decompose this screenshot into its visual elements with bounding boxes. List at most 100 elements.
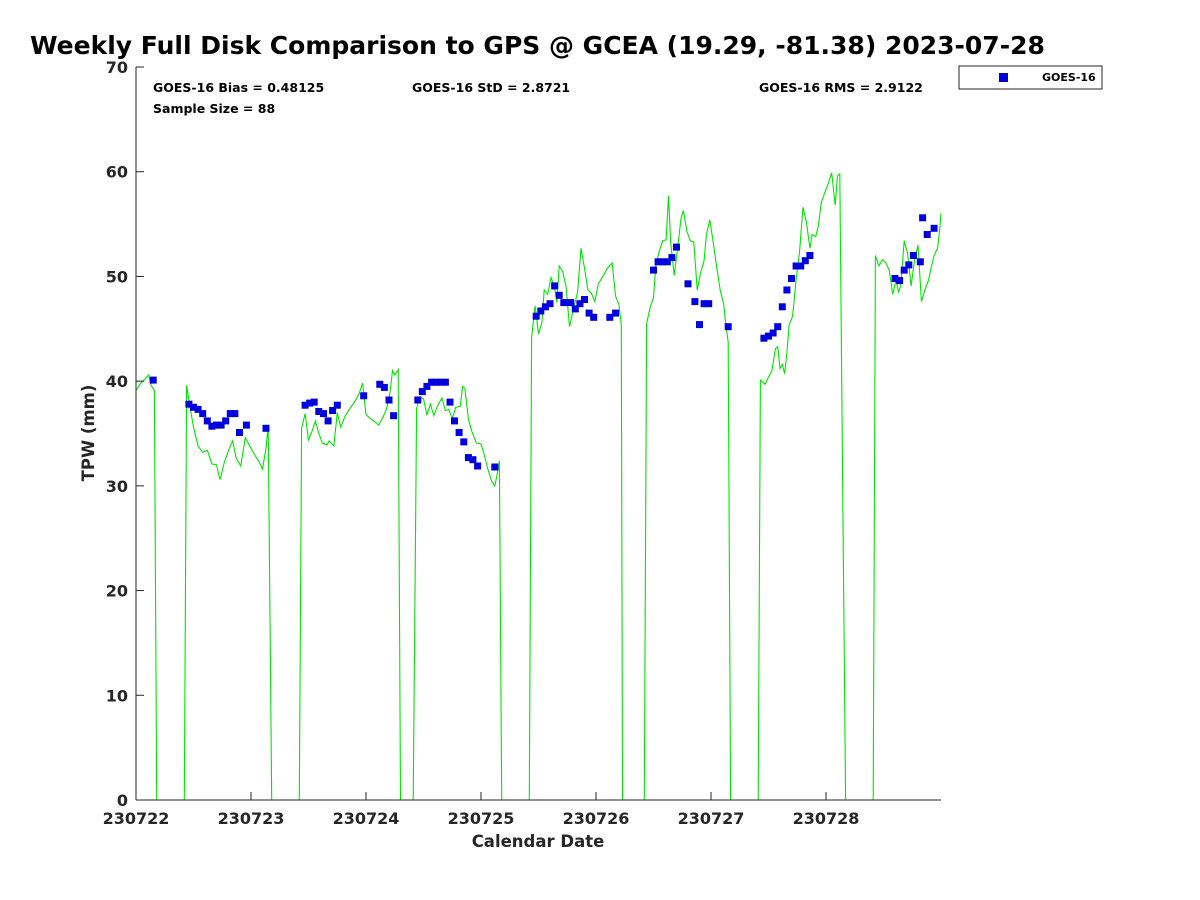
chart-title: Weekly Full Disk Comparison to GPS @ GCE…: [30, 31, 1045, 60]
y-axis-label: TPW (mm): [79, 385, 98, 482]
goes16-point: [301, 401, 309, 409]
goes16-point: [896, 277, 904, 285]
goes16-point: [769, 329, 777, 337]
y-tick-label: 0: [117, 791, 128, 810]
x-tick-label: 230723: [218, 809, 285, 828]
goes16-point: [700, 300, 708, 308]
legend: GOES-16: [958, 65, 1103, 90]
legend-marker-goes16: [999, 73, 1008, 82]
goes16-point: [464, 454, 472, 462]
goes16-point: [705, 300, 713, 308]
gps-line-segment-0: [135, 373, 158, 801]
goes16-point: [659, 258, 667, 266]
goes16-point: [428, 378, 436, 386]
goes16-point: [806, 252, 814, 259]
y-tick-label: 60: [106, 163, 128, 182]
goes16-point: [222, 417, 230, 425]
goes16-point: [760, 334, 768, 342]
goes16-point: [560, 299, 568, 307]
goes16-point: [923, 231, 931, 238]
goes16-point: [909, 252, 917, 259]
goes16-point: [380, 383, 388, 391]
goes16-point: [333, 401, 341, 409]
x-tick-label: 230727: [678, 809, 745, 828]
x-tick-label: 230725: [448, 809, 515, 828]
goes16-point: [208, 422, 216, 430]
goes16-point: [194, 405, 202, 413]
goes16-point: [414, 396, 422, 404]
goes16-point: [765, 332, 772, 340]
y-tick-label: 30: [106, 477, 128, 496]
goes16-point: [451, 417, 458, 425]
goes16-point: [673, 243, 680, 251]
goes16-point: [199, 410, 207, 418]
goes16-point: [581, 296, 588, 303]
rms-stat: GOES-16 RMS = 2.9122: [759, 80, 923, 95]
goes16-point: [185, 400, 193, 408]
goes16-point: [474, 462, 482, 470]
goes16-point: [432, 378, 440, 386]
goes16-point: [385, 396, 393, 404]
goes16-point: [441, 378, 449, 386]
goes16-point: [663, 258, 671, 266]
goes16-point: [792, 262, 800, 270]
goes16-point: [310, 398, 318, 406]
gps-line-segment-2: [298, 367, 402, 801]
x-tick-label: 230728: [793, 809, 860, 828]
goes16-point: [788, 275, 795, 282]
goes16-point: [231, 410, 239, 418]
goes16-point: [900, 266, 908, 274]
goes16-point: [437, 378, 445, 386]
y-tick-label: 70: [106, 58, 128, 77]
goes16-point: [684, 280, 692, 288]
goes16-point: [724, 323, 732, 331]
legend-label-goes16: GOES-16: [1042, 71, 1096, 84]
goes16-point: [606, 313, 614, 321]
goes16-point: [262, 424, 270, 432]
sample-size-stat: Sample Size = 88: [153, 101, 275, 116]
y-tick-label: 40: [106, 372, 128, 391]
goes16-point: [469, 456, 477, 464]
gps-line-segment-3: [412, 385, 503, 801]
goes16-point: [654, 258, 662, 266]
goes16-point: [460, 438, 468, 446]
gps-line-segment-5: [643, 195, 732, 801]
goes16-point: [532, 312, 540, 320]
goes16-point: [537, 307, 545, 315]
plot-area: [136, 67, 941, 800]
gps-line-segment-6: [757, 172, 847, 801]
goes16-point: [217, 421, 225, 429]
goes16-point: [541, 303, 549, 311]
y-tick-label: 10: [106, 686, 128, 705]
goes16-point: [696, 321, 703, 329]
goes16-point: [612, 309, 620, 317]
goes16-point: [324, 417, 332, 425]
goes16-point: [213, 421, 220, 429]
goes16-point: [236, 429, 243, 436]
goes16-point: [455, 429, 463, 436]
x-tick-label: 230726: [563, 809, 630, 828]
goes16-point: [423, 382, 431, 390]
goes16-point: [418, 388, 426, 396]
goes16-point: [801, 257, 809, 265]
plot-series: [135, 172, 942, 801]
goes16-point: [797, 262, 805, 270]
goes16-point: [930, 224, 938, 232]
goes16-point: [306, 399, 314, 407]
goes16-point: [905, 261, 913, 269]
goes16-point: [242, 421, 250, 429]
goes16-point: [650, 266, 657, 274]
goes16-point: [320, 410, 327, 418]
y-tick-label: 20: [106, 582, 128, 601]
goes16-point: [315, 408, 323, 415]
goes16-point: [203, 417, 211, 425]
goes16-point: [778, 303, 786, 311]
std-stat: GOES-16 StD = 2.8721: [412, 80, 570, 95]
y-tick-label: 50: [106, 267, 128, 286]
goes16-point: [390, 412, 398, 420]
goes16-point: [546, 300, 554, 308]
x-tick-label: 230722: [103, 809, 170, 828]
goes16-point: [190, 403, 197, 411]
goes16-point: [571, 305, 579, 313]
